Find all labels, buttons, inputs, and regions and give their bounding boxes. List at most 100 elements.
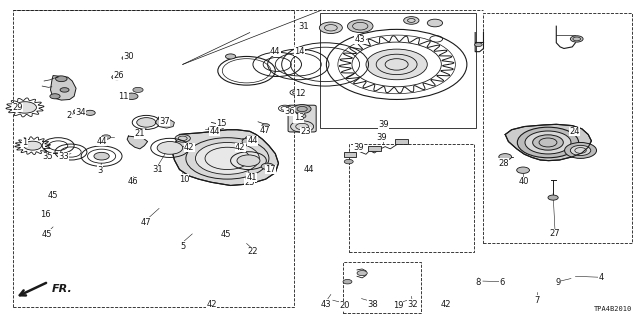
Text: 8: 8 (475, 278, 481, 287)
Text: 47: 47 (141, 218, 152, 227)
Text: 39: 39 (376, 133, 387, 142)
Circle shape (292, 91, 299, 94)
Text: FR.: FR. (52, 284, 72, 294)
Text: 34: 34 (76, 108, 86, 117)
Text: 32: 32 (407, 300, 418, 308)
Text: 43: 43 (355, 35, 365, 44)
Text: TPA4B2010: TPA4B2010 (593, 306, 632, 312)
Circle shape (195, 142, 259, 174)
Text: 44: 44 (248, 136, 258, 145)
Circle shape (564, 142, 596, 158)
Text: 28: 28 (498, 159, 509, 168)
Bar (343, 262, 421, 313)
Polygon shape (505, 124, 591, 161)
Text: 20: 20 (340, 301, 350, 310)
Text: 13: 13 (294, 114, 304, 123)
Text: 47: 47 (259, 126, 269, 135)
Text: 23: 23 (300, 127, 310, 136)
Bar (483, 13, 632, 243)
Text: 31: 31 (299, 22, 309, 31)
Circle shape (102, 135, 111, 139)
Circle shape (175, 134, 190, 142)
Circle shape (319, 22, 342, 34)
Text: 14: 14 (294, 47, 305, 56)
Bar (368, 146, 381, 151)
Circle shape (125, 93, 138, 100)
Circle shape (137, 118, 156, 127)
Text: 17: 17 (266, 165, 276, 174)
Text: 4: 4 (598, 273, 604, 282)
Text: 12: 12 (296, 89, 306, 98)
Text: 42: 42 (440, 300, 451, 308)
Circle shape (225, 54, 236, 59)
Circle shape (296, 114, 306, 119)
Circle shape (532, 135, 563, 150)
Polygon shape (156, 117, 174, 128)
Circle shape (94, 152, 109, 160)
Text: 21: 21 (134, 129, 145, 138)
Text: 43: 43 (321, 300, 331, 308)
Text: 10: 10 (179, 175, 189, 184)
Circle shape (570, 145, 591, 156)
Bar (13, 10, 294, 307)
Circle shape (357, 270, 367, 276)
Polygon shape (127, 136, 148, 149)
Text: 1: 1 (22, 138, 28, 147)
Text: 33: 33 (58, 152, 68, 161)
Text: 16: 16 (40, 210, 51, 219)
Circle shape (262, 124, 269, 127)
Text: 42: 42 (235, 143, 245, 152)
Text: 40: 40 (519, 177, 530, 186)
Text: 44: 44 (270, 47, 280, 56)
Text: 9: 9 (556, 278, 561, 287)
Circle shape (112, 75, 122, 80)
Circle shape (516, 167, 529, 173)
Circle shape (404, 17, 419, 24)
Circle shape (157, 141, 182, 154)
Text: 44: 44 (209, 127, 220, 136)
FancyBboxPatch shape (288, 105, 316, 132)
Text: 30: 30 (123, 52, 134, 61)
Text: 38: 38 (367, 300, 378, 308)
Bar (344, 152, 356, 157)
Text: 44: 44 (97, 137, 107, 146)
Circle shape (525, 131, 571, 154)
Text: 46: 46 (127, 177, 138, 186)
Text: 39: 39 (378, 120, 389, 130)
Bar (349, 144, 474, 252)
Circle shape (242, 138, 257, 145)
Text: 31: 31 (152, 165, 163, 174)
Text: 45: 45 (42, 230, 52, 239)
Text: 5: 5 (180, 242, 186, 251)
Text: 2: 2 (67, 111, 72, 120)
Bar (396, 139, 408, 144)
Text: 42: 42 (184, 143, 195, 152)
Text: 15: 15 (216, 119, 227, 128)
Circle shape (517, 127, 579, 158)
Circle shape (343, 279, 352, 284)
Text: 11: 11 (118, 92, 129, 101)
Text: 29: 29 (13, 103, 23, 112)
Circle shape (499, 154, 511, 160)
Text: 39: 39 (353, 143, 364, 152)
Text: 45: 45 (48, 190, 58, 200)
Text: 37: 37 (159, 116, 170, 126)
Circle shape (570, 36, 583, 42)
Text: 18: 18 (356, 35, 366, 44)
Bar (320, 13, 476, 128)
Polygon shape (172, 130, 278, 186)
Circle shape (348, 20, 373, 33)
Text: 6: 6 (499, 278, 505, 287)
Text: 25: 25 (244, 178, 255, 187)
Text: 36: 36 (284, 107, 295, 116)
Circle shape (428, 19, 443, 27)
Polygon shape (51, 76, 76, 100)
Circle shape (366, 49, 428, 80)
Text: 41: 41 (246, 173, 257, 182)
Circle shape (74, 109, 84, 114)
Circle shape (237, 155, 260, 166)
Text: 27: 27 (550, 229, 561, 238)
Circle shape (13, 102, 36, 113)
Circle shape (85, 110, 95, 116)
Circle shape (474, 43, 482, 47)
